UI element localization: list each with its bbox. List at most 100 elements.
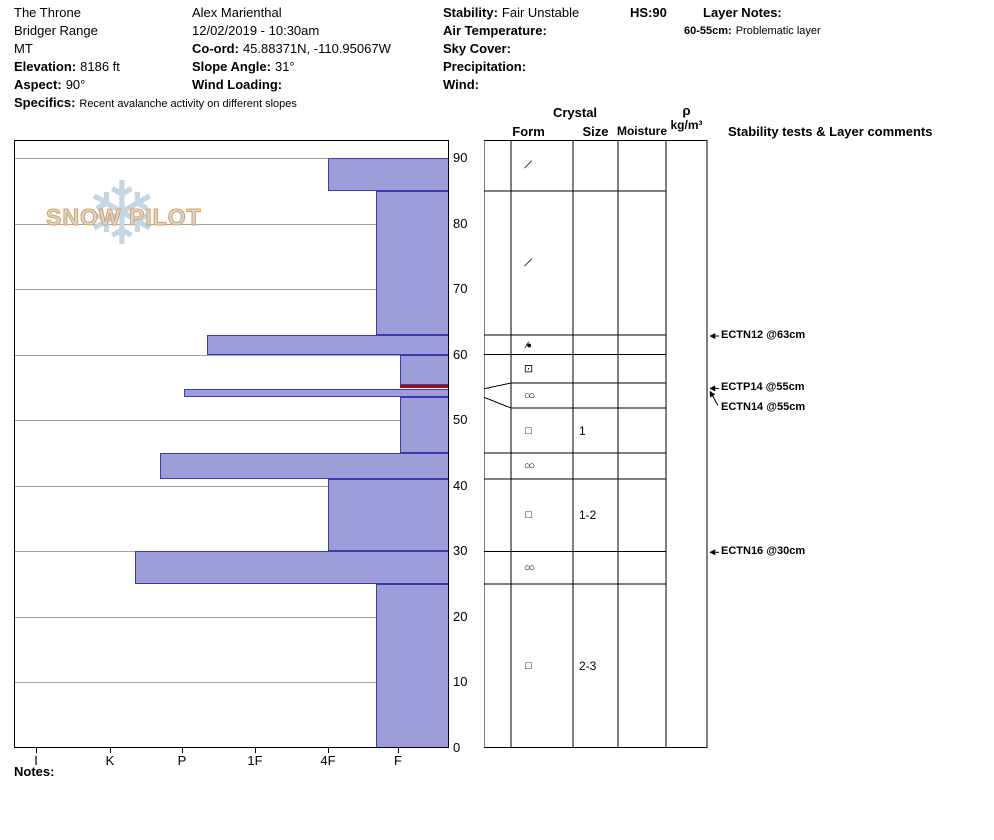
snowpilot-logo-text: SNOW PILOT xyxy=(46,204,202,231)
hardness-axis-tick-F xyxy=(398,748,399,753)
grain-size-value: 1-2 xyxy=(579,508,597,523)
layer-bar-30cm-K- xyxy=(134,551,449,585)
snowflake-icon: ❄ xyxy=(85,164,159,263)
slope-angle: Slope Angle: 31° xyxy=(192,58,391,76)
hardness-label-1F: 1F xyxy=(247,753,263,768)
air-temp-label: Air Temperature: xyxy=(443,23,547,38)
depth-tick-label-10: 10 xyxy=(453,674,468,690)
melt-freeze-crust-symbol: ○○ xyxy=(523,561,535,574)
crystal-grid-lines xyxy=(484,140,708,748)
facets-symbol: □ xyxy=(525,509,532,522)
layer-bar-45cm-P+ xyxy=(159,453,449,480)
notes-label: Notes: xyxy=(14,764,55,779)
depth-tick-label-80: 80 xyxy=(453,215,468,231)
header-conditions-column: Stability: Fair Unstable Air Temperature:… xyxy=(443,4,579,94)
depth-gridline-20 xyxy=(15,616,448,618)
hardness-axis-tick-1F xyxy=(255,748,256,753)
site-state: MT xyxy=(14,41,33,56)
stability-comments-header: Stability tests & Layer comments xyxy=(728,124,933,139)
form-column-header: Form xyxy=(512,124,545,139)
precipitation: Precipitation: xyxy=(443,58,579,76)
hardness-label-I: I xyxy=(34,753,38,768)
grain-size-value: 2-3 xyxy=(579,659,597,674)
layer-note-depth: 60-55cm: xyxy=(684,25,732,37)
crystal-column-group-header: Crystal xyxy=(552,105,598,120)
mixed-grains-symbol: ∕● xyxy=(526,339,532,350)
layer-bar-90cm-4F xyxy=(327,158,449,191)
specifics-value: Recent avalanche activity on different s… xyxy=(79,98,297,110)
depth-tick-label-40: 40 xyxy=(453,477,468,493)
melt-freeze-crust-symbol: ○○ xyxy=(523,460,535,473)
depth-gridline-70 xyxy=(15,289,448,291)
layer-notes-header: Layer Notes: xyxy=(703,4,786,22)
depth-gridline-50 xyxy=(15,420,448,422)
hs-value: 90 xyxy=(652,5,667,20)
snow-height-total: HS:90 xyxy=(630,4,667,22)
facets-symbol: □ xyxy=(525,424,532,437)
stability-test-ECTP14: ECTP14 @55cm xyxy=(721,381,805,394)
depth-gridline-80 xyxy=(15,223,448,225)
precipitation-label: Precipitation: xyxy=(443,59,527,74)
layer-bar-60cm-F xyxy=(400,354,449,385)
layer-bar-25cm-F+ xyxy=(375,584,449,748)
stability-test-ECTN12: ECTN12 @63cm xyxy=(721,329,806,341)
depth-gridline-10 xyxy=(15,682,448,684)
aspect-label: Aspect: xyxy=(14,77,62,92)
depth-tick-label-60: 60 xyxy=(453,346,468,362)
layer-note-text: Problematic layer xyxy=(735,25,821,37)
depth-tick-label-90: 90 xyxy=(453,150,468,165)
melt-freeze-crust-symbol: ○○ xyxy=(523,389,535,402)
layer-bar-41cm-4F xyxy=(327,479,449,552)
depth-gridline-60 xyxy=(15,354,448,356)
layer-bar-53.5cm-F xyxy=(400,397,449,453)
header-site-column: The Throne Bridger Range MT Elevation: 81… xyxy=(14,4,297,113)
hs-label: HS: xyxy=(630,5,653,20)
site-range: Bridger Range xyxy=(14,23,98,38)
observation-datetime: 12/02/2019 - 10:30am xyxy=(192,23,320,38)
depth-tick-label-70: 70 xyxy=(453,281,468,297)
layer-note-entry: 60-55cm: Problematic layer xyxy=(684,23,821,39)
aspect-value: 90° xyxy=(65,77,86,92)
wind: Wind: xyxy=(443,76,579,94)
wind-label: Wind: xyxy=(443,77,479,92)
hardness-label-P: P xyxy=(177,753,187,768)
snowpilot-logo: ❄ SNOW PILOT xyxy=(40,170,240,270)
hardness-axis-tick-P xyxy=(182,748,183,753)
coord-value: 45.88371N, -110.95067W xyxy=(242,41,391,56)
stability-label: Stability: xyxy=(443,5,498,20)
coord-label: Co-ord: xyxy=(192,41,239,56)
slope-angle-label: Slope Angle: xyxy=(192,59,271,74)
wind-loading: Wind Loading: xyxy=(192,76,391,94)
moisture-column-header: Moisture xyxy=(616,124,667,138)
stability-test-ECTN14: ECTN14 @55cm xyxy=(721,401,806,414)
layer-notes-label: Layer Notes: xyxy=(703,5,782,20)
coordinates: Co-ord: 45.88371N, -110.95067W xyxy=(192,40,391,58)
sky-cover-label: Sky Cover: xyxy=(443,41,511,56)
air-temperature: Air Temperature: xyxy=(443,22,579,40)
hardness-axis-tick-4F xyxy=(328,748,329,753)
density-rho-header: ρ xyxy=(682,103,691,118)
wind-loading-label: Wind Loading: xyxy=(192,77,283,92)
rounding-facets-symbol: ⊡ xyxy=(523,362,534,375)
depth-tick-label-50: 50 xyxy=(453,412,468,428)
elevation-value: 8186 ft xyxy=(80,59,120,74)
site-name: The Throne xyxy=(14,5,81,20)
depth-tick-label-20: 20 xyxy=(453,608,468,624)
flagged-layer-line xyxy=(400,384,449,388)
hardness-axis-tick-I xyxy=(36,748,37,753)
observer-name: Alex Marienthal xyxy=(192,5,282,20)
slope-angle-value: 31° xyxy=(274,59,295,74)
specifics-label: Specifics: xyxy=(14,95,76,110)
sky-cover: Sky Cover: xyxy=(443,40,579,58)
depth-gridline-90 xyxy=(15,158,448,159)
site-elevation: Elevation: 8186 ft xyxy=(14,58,297,76)
profile-plot-border xyxy=(14,140,449,748)
stability-rating: Stability: Fair Unstable xyxy=(443,4,579,22)
stability-value: Fair Unstable xyxy=(501,5,580,20)
grain-size-value: 1 xyxy=(579,423,586,438)
depth-tick-label-0: 0 xyxy=(453,740,461,755)
site-specifics: Specifics: Recent avalanche activity on d… xyxy=(14,94,297,113)
depth-tick-label-30: 30 xyxy=(453,543,468,559)
elevation-label: Elevation: xyxy=(14,59,77,74)
